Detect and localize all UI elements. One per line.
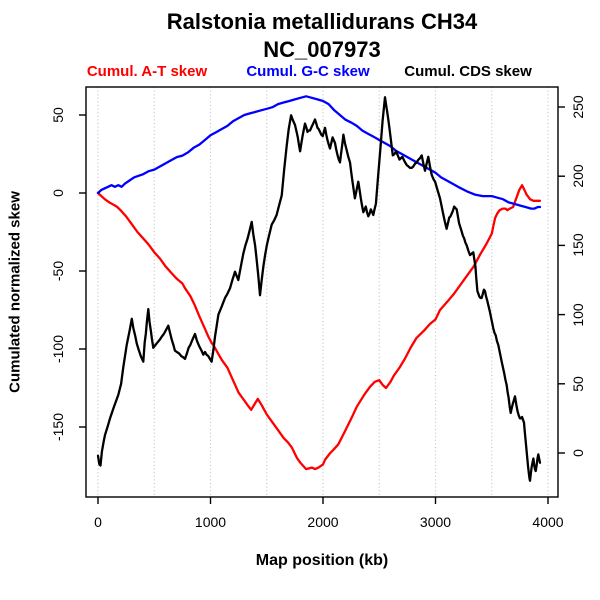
left-tick-label--100: -100 (50, 334, 66, 364)
right-tick-label-250: 250 (570, 95, 586, 119)
x-tick-label-1000: 1000 (194, 514, 227, 530)
legend-at-skew: Cumul. A-T skew (86, 63, 208, 80)
x-tick-label-0: 0 (94, 514, 102, 530)
cumul-cds-skew-curve (96, 96, 542, 482)
right-tick-label-0: 0 (570, 449, 586, 457)
cumul-a-t-skew-curve (96, 184, 542, 471)
right-tick-label-100: 100 (570, 302, 586, 327)
right-tick-label-50: 50 (570, 376, 586, 392)
left-tick-label--150: -150 (50, 412, 66, 442)
left-tick-label-50: 50 (50, 107, 66, 123)
plot-frame (85, 86, 559, 498)
cumul-g-c-skew-curve (96, 95, 542, 210)
chart-subtitle: NC_007973 (263, 37, 381, 62)
legend-gc-skew: Cumul. G-C skew (246, 63, 370, 80)
x-tick-label-4000: 4000 (532, 514, 564, 530)
x-tick-label-2000: 2000 (307, 514, 339, 530)
right-tick-label-150: 150 (570, 233, 586, 258)
y-axis-label: Cumulated normalized skew (6, 191, 24, 393)
x-tick-label-3000: 3000 (419, 514, 452, 530)
left-tick-label--50: -50 (50, 260, 66, 282)
chart-title: Ralstonia metallidurans CH34 (166, 9, 478, 34)
x-axis-label: Map position (kb) (255, 552, 389, 569)
legend-cds-skew: Cumul. CDS skew (404, 63, 532, 80)
right-tick-label-200: 200 (570, 164, 586, 188)
left-tick-label-0: 0 (50, 189, 66, 197)
